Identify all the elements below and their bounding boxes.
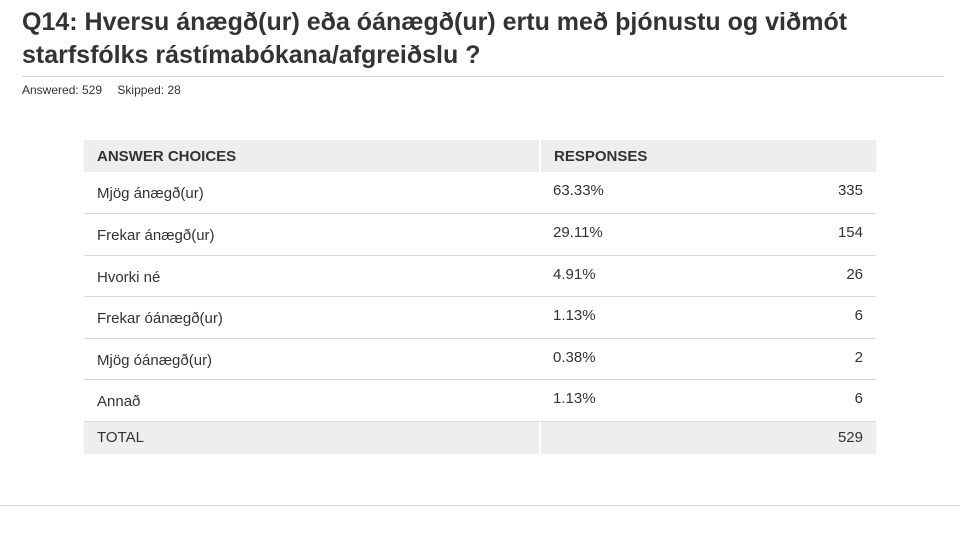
- skipped-count: Skipped: 28: [117, 83, 181, 97]
- response-percent: 1.13%: [553, 390, 596, 407]
- table-row: Hvorki né 4.91% 26: [84, 255, 876, 297]
- results-table: ANSWER CHOICES RESPONSES Mjög ánægð(ur) …: [84, 140, 876, 454]
- answer-choice: Frekar ánægð(ur): [97, 227, 215, 244]
- response-count: 6: [854, 307, 863, 324]
- answer-choice: Hvorki né: [97, 268, 161, 286]
- response-percent: 1.13%: [553, 307, 596, 324]
- header-responses: RESPONSES: [554, 147, 648, 165]
- table-row: Annað 1.13% 6: [84, 380, 876, 421]
- response-summary: Answered: 529 Skipped: 28: [22, 83, 181, 97]
- footer-divider: [0, 505, 960, 506]
- table-row: Mjög ánægð(ur) 63.33% 335: [84, 172, 876, 214]
- question-title: Q14: Hversu ánægð(ur) eða óánægð(ur) ert…: [22, 8, 848, 69]
- table-row: Mjög óánægð(ur) 0.38% 2: [84, 338, 876, 380]
- response-count: 335: [837, 182, 863, 199]
- answer-choice: Annað: [97, 393, 141, 410]
- total-row: TOTAL 529: [84, 421, 876, 454]
- response-percent: 0.38%: [553, 348, 596, 366]
- total-label: TOTAL: [84, 421, 541, 454]
- table-row: Frekar óánægð(ur) 1.13% 6: [84, 297, 876, 338]
- response-count: 154: [837, 224, 863, 241]
- answer-choice: Mjög óánægð(ur): [97, 351, 213, 369]
- response-count: 26: [846, 265, 863, 283]
- table-row: Frekar ánægð(ur) 29.11% 154: [84, 214, 876, 255]
- total-spacer: [540, 421, 690, 454]
- response-count: 2: [854, 348, 863, 366]
- answer-choice: Mjög ánægð(ur): [97, 185, 204, 202]
- table-header-row: ANSWER CHOICES RESPONSES: [84, 140, 876, 172]
- answer-choice: Frekar óánægð(ur): [97, 310, 223, 327]
- answered-count: Answered: 529: [22, 83, 103, 97]
- response-count: 6: [854, 390, 863, 407]
- response-percent: 4.91%: [553, 265, 596, 283]
- total-count: 529: [837, 429, 863, 447]
- response-percent: 63.33%: [553, 182, 604, 199]
- title-divider: [22, 76, 944, 77]
- header-answer-choices: ANSWER CHOICES: [84, 140, 541, 172]
- response-percent: 29.11%: [553, 224, 603, 241]
